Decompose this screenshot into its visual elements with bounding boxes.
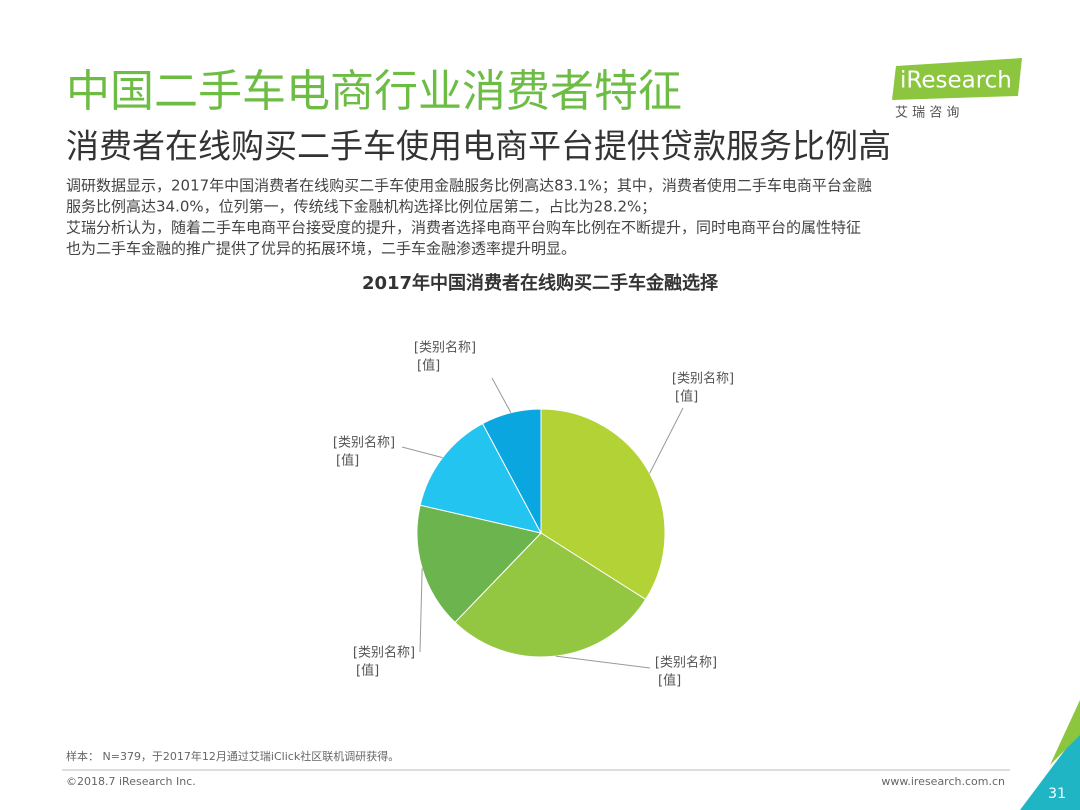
url: www.iresearch.com.cn bbox=[881, 775, 1005, 788]
leader-line bbox=[401, 446, 443, 459]
category-label: [类别名称] bbox=[414, 340, 476, 356]
pie-slice bbox=[416, 504, 542, 624]
body-line: 艾瑞分析认为，随着二手车电商平台接受度的提升，消费者选择电商平台购车比例在不断提… bbox=[66, 219, 861, 237]
pie-slice bbox=[540, 408, 666, 601]
page-number: 31 bbox=[1048, 786, 1066, 802]
logo: iResearch bbox=[900, 68, 1012, 94]
corner-accent bbox=[1050, 700, 1080, 765]
value-label: [值] bbox=[658, 673, 681, 689]
leader-line bbox=[555, 655, 651, 669]
copyright: ©2018.7 iResearch Inc. bbox=[66, 775, 196, 788]
value-label: [值] bbox=[417, 358, 440, 374]
category-label: [类别名称] bbox=[333, 435, 395, 451]
category-label: [类别名称] bbox=[353, 645, 415, 661]
value-label: [值] bbox=[675, 389, 698, 405]
chart-title: 2017年中国消费者在线购买二手车金融选择 bbox=[362, 272, 719, 294]
footnote: 样本： N=379，于2017年12月通过艾瑞iClick社区联机调研获得。 bbox=[66, 749, 399, 763]
pie-slice bbox=[481, 408, 542, 534]
leader-line bbox=[491, 377, 512, 413]
leader-line bbox=[419, 568, 423, 653]
logo-bg bbox=[892, 58, 1022, 100]
subtitle: 消费者在线购买二手车使用电商平台提供贷款服务比例高 bbox=[66, 127, 891, 166]
value-label: [值] bbox=[356, 663, 379, 679]
value-label: [值] bbox=[336, 453, 359, 469]
leader-line bbox=[649, 407, 684, 474]
body-line: 服务比例高达34.0%，位列第一，传统线下金融机构选择比例位居第二，占比为28.… bbox=[66, 198, 656, 216]
logo-sub: 艾 瑞 咨 询 bbox=[895, 106, 959, 121]
body-line: 调研数据显示，2017年中国消费者在线购买二手车使用金融服务比例高达83.1%；… bbox=[66, 177, 872, 195]
title: 中国二手车电商行业消费者特征 bbox=[66, 66, 682, 117]
body-line: 也为二手车金融的推广提供了优异的拓展环境，二手车金融渗透率提升明显。 bbox=[66, 240, 576, 258]
category-label: [类别名称] bbox=[655, 655, 717, 671]
pie-slice bbox=[419, 422, 542, 534]
category-label: [类别名称] bbox=[672, 371, 734, 387]
